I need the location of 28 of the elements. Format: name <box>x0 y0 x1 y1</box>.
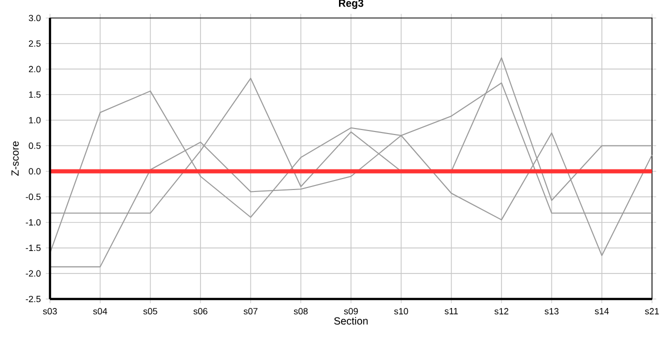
y-tick-label: -1.0 <box>26 219 41 226</box>
y-tick-label: -2.0 <box>26 270 41 277</box>
chart-title: Reg3 <box>339 0 364 9</box>
x-tick-label: s14 <box>594 308 609 314</box>
x-tick-label: s13 <box>544 308 559 314</box>
x-tick-label: s04 <box>93 308 108 314</box>
y-tick-label: 1.5 <box>29 92 41 98</box>
y-tick-label: -2.5 <box>26 296 41 302</box>
x-tick-label: s21 <box>645 308 659 314</box>
x-tick-label: s09 <box>344 308 358 314</box>
x-tick-label: s11 <box>444 308 458 314</box>
y-tick-label: 2.5 <box>28 40 41 47</box>
y-tick-label: -0.5 <box>26 194 41 200</box>
y-axis-title: Z-score <box>11 141 19 176</box>
x-tick-label: s12 <box>494 308 508 314</box>
y-tick-label: 2.0 <box>28 66 41 72</box>
x-tick-label: s07 <box>244 308 258 314</box>
y-tick-label: -1.5 <box>26 244 41 252</box>
x-tick-label: s05 <box>143 308 158 314</box>
y-tick-label: 0.0 <box>28 168 41 174</box>
y-tick-label: 1.0 <box>29 117 41 124</box>
x-tick-label: s10 <box>394 308 408 314</box>
y-tick-label: 0.5 <box>28 142 41 149</box>
x-tick-label: s08 <box>294 308 308 314</box>
x-tick-label: s06 <box>194 308 208 314</box>
x-axis-title: Section <box>334 317 368 325</box>
x-tick-label: s03 <box>43 308 57 314</box>
y-tick-label: 3.0 <box>28 14 41 22</box>
